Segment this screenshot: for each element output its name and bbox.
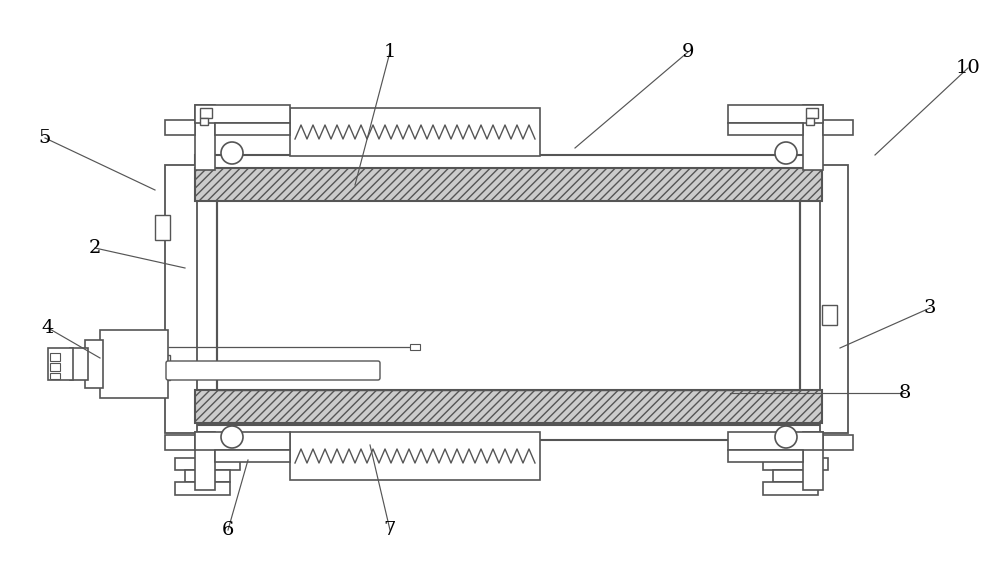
Bar bbox=[195, 105, 290, 123]
Bar bbox=[195, 155, 822, 170]
Bar bbox=[728, 123, 803, 135]
Bar bbox=[50, 353, 60, 361]
Text: 8: 8 bbox=[899, 384, 911, 402]
Bar bbox=[806, 118, 814, 125]
Bar bbox=[728, 450, 803, 462]
Circle shape bbox=[775, 142, 797, 164]
Bar bbox=[823, 435, 853, 450]
Bar bbox=[728, 105, 823, 123]
Bar bbox=[803, 432, 823, 490]
Bar bbox=[185, 470, 230, 482]
Bar bbox=[195, 432, 290, 450]
Text: 1: 1 bbox=[384, 43, 396, 61]
Bar bbox=[175, 458, 240, 470]
Text: 9: 9 bbox=[682, 43, 694, 61]
Bar bbox=[50, 363, 60, 371]
Bar bbox=[195, 165, 217, 433]
Bar bbox=[155, 215, 170, 240]
Bar bbox=[50, 373, 60, 379]
Bar bbox=[823, 120, 853, 135]
Bar bbox=[215, 123, 290, 135]
Text: 7: 7 bbox=[384, 521, 396, 539]
Bar bbox=[155, 355, 170, 380]
Bar bbox=[763, 458, 828, 470]
Bar bbox=[48, 348, 73, 380]
Bar bbox=[85, 340, 103, 388]
Bar bbox=[290, 108, 540, 156]
Bar bbox=[70, 348, 88, 380]
Bar bbox=[100, 330, 168, 398]
Text: 3: 3 bbox=[924, 299, 936, 317]
Text: 10: 10 bbox=[956, 59, 980, 77]
Bar bbox=[806, 108, 818, 118]
Bar bbox=[165, 165, 197, 433]
Bar bbox=[820, 165, 848, 433]
Bar bbox=[763, 482, 818, 495]
Text: 2: 2 bbox=[89, 239, 101, 257]
Bar bbox=[165, 120, 195, 135]
Bar bbox=[773, 470, 818, 482]
Bar bbox=[195, 168, 822, 201]
Bar bbox=[803, 105, 823, 170]
Text: 5: 5 bbox=[39, 129, 51, 147]
Bar bbox=[728, 432, 823, 450]
Bar bbox=[165, 435, 195, 450]
Bar bbox=[195, 105, 215, 170]
Bar bbox=[175, 482, 230, 495]
Bar bbox=[200, 108, 212, 118]
Bar bbox=[290, 432, 540, 480]
Text: 6: 6 bbox=[222, 521, 234, 539]
Bar bbox=[195, 390, 822, 423]
Bar bbox=[195, 425, 822, 440]
Text: 4: 4 bbox=[42, 319, 54, 337]
Bar bbox=[800, 165, 822, 433]
FancyBboxPatch shape bbox=[166, 361, 380, 380]
Bar bbox=[215, 450, 290, 462]
Bar bbox=[195, 432, 215, 490]
Circle shape bbox=[221, 426, 243, 448]
Bar bbox=[822, 305, 837, 325]
Circle shape bbox=[775, 426, 797, 448]
Circle shape bbox=[221, 142, 243, 164]
Bar bbox=[200, 118, 208, 125]
Bar bbox=[410, 344, 420, 350]
